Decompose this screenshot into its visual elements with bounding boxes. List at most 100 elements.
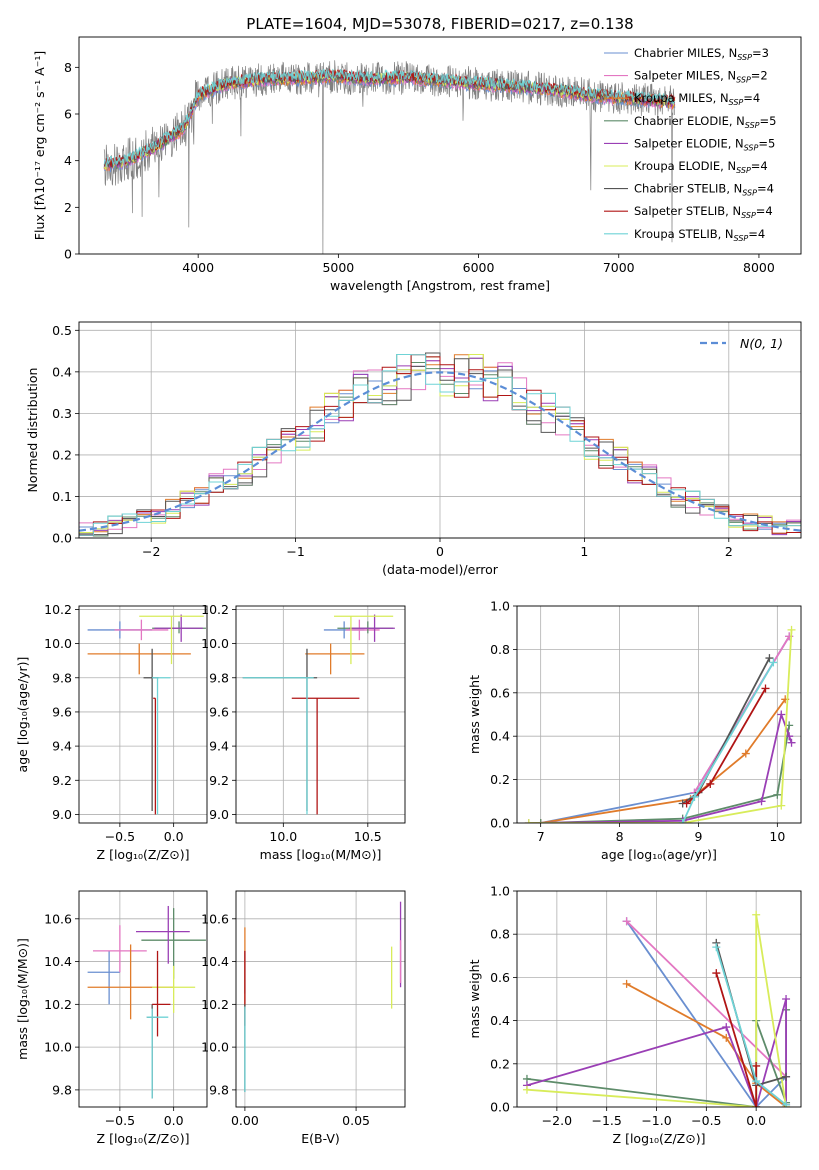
weight-vs-Z-marker xyxy=(712,969,721,978)
legend-label: Salpeter MILES, NSSP=2 xyxy=(634,69,768,85)
age-vs-mass-axes: 10.0 10.5 9.0 9.2 9.4 9.6 9.8 10.0 10.2 mass [log… xyxy=(201,602,406,862)
weight-vs-age-marker xyxy=(777,801,786,810)
weight-vs-Z-xtick-label: −1.5 xyxy=(592,1113,622,1128)
spectrum-data-line xyxy=(103,60,675,254)
weight-vs-Z-marker xyxy=(752,910,761,919)
mass-vs-EBV-ytick-label: 9.8 xyxy=(209,1082,229,1097)
spectrum-ytick-label: 6 xyxy=(64,107,72,122)
weight-vs-Z-xtick-label: 0.0 xyxy=(746,1113,766,1128)
spectrum-plot-area xyxy=(103,60,676,254)
weight-vs-age-ylabel: mass weight xyxy=(467,675,482,754)
age-vs-Z-ytick-label: 9.0 xyxy=(52,807,72,822)
age-vs-Z-xtick-label: −0.5 xyxy=(105,829,135,844)
mass-vs-EBV-xlabel: E(B-V) xyxy=(301,1131,340,1146)
residuals-ytick-label: 0.5 xyxy=(52,323,72,338)
residuals-ytick-label: 0.3 xyxy=(52,406,72,421)
spectrum-model-line xyxy=(103,68,676,168)
age-vs-Z-ytick-label: 10.0 xyxy=(44,636,72,651)
age-vs-Z-ytick-label: 9.8 xyxy=(52,670,72,685)
residual-histogram xyxy=(79,354,801,538)
mass-vs-Z-xtick-label: −0.5 xyxy=(105,1113,135,1128)
spectrum-xtick-label: 5000 xyxy=(322,260,354,275)
age-vs-Z-ylabel: age [log₁₀(age/yr)] xyxy=(15,657,30,773)
mass-vs-Z-ylabel: mass [log₁₀(M/M⊙)] xyxy=(15,938,30,1060)
spectrum-axes: 4000 5000 6000 7000 8000 0 2 4 6 8 wavelength [Ang… xyxy=(32,36,802,293)
age-vs-mass-ytick-label: 9.4 xyxy=(209,739,229,754)
weight-vs-age-series-line xyxy=(540,635,790,823)
spectrum-legend: Chabrier MILES, NSSP=3 Salpeter MILES, NS… xyxy=(604,46,776,243)
weight-vs-Z-ytick-label: 0.8 xyxy=(490,927,510,942)
legend-label: Salpeter ELODIE, NSSP=5 xyxy=(634,136,775,152)
residuals-ytick-label: 0.4 xyxy=(52,364,72,379)
legend-label: Chabrier STELIB, NSSP=4 xyxy=(634,182,774,198)
weight-vs-Z-frame xyxy=(516,890,802,1108)
mass-vs-Z-ytick-label: 10.2 xyxy=(44,997,72,1012)
weight-vs-age-series-line xyxy=(540,725,791,823)
weight-vs-Z-series-line xyxy=(625,920,787,1107)
residuals-xtick-label: 2 xyxy=(725,544,733,559)
legend-label: Chabrier MILES, NSSP=3 xyxy=(634,46,769,62)
spectrum-xtick-label: 4000 xyxy=(182,260,214,275)
weight-vs-age-marker xyxy=(787,738,796,747)
weight-vs-Z-series-line xyxy=(715,972,758,1107)
residuals-ytick-label: 0.2 xyxy=(52,447,72,462)
weight-vs-age-xtick-label: 7 xyxy=(537,829,545,844)
weight-vs-age-axes: 7 8 9 10 0.0 0.2 0.4 0.6 0.8 1.0 age [log₁₀(age/yr… xyxy=(467,599,802,862)
age-vs-Z-xlabel: Z [log₁₀(Z/Z⊙)] xyxy=(97,847,190,862)
legend-label: Kroupa STELIB, NSSP=4 xyxy=(634,227,765,243)
weight-vs-age-marker xyxy=(678,819,687,823)
age-vs-Z-axes: −0.5 0.0 9.0 9.2 9.4 9.6 9.8 10.0 10.2 Z [log₁₀(Z… xyxy=(15,602,208,862)
mass-vs-EBV-xtick-label: 0.05 xyxy=(342,1113,370,1128)
weight-vs-Z-ytick-label: 1.0 xyxy=(490,884,510,899)
mass-vs-Z-ytick-label: 10.6 xyxy=(44,911,72,926)
weight-vs-age-marker xyxy=(682,799,691,808)
weight-vs-age-marker xyxy=(761,684,770,693)
spectrum-model-line xyxy=(103,68,676,168)
legend-label: Kroupa MILES, NSSP=4 xyxy=(634,91,760,107)
weight-vs-age-marker xyxy=(777,710,786,719)
weight-vs-Z-marker xyxy=(752,1061,761,1070)
weight-vs-age-series-line xyxy=(682,657,771,805)
weight-vs-Z-marker xyxy=(722,1023,731,1032)
spectrum-xtick-label: 8000 xyxy=(743,260,775,275)
age-vs-mass-ytick-label: 10.0 xyxy=(201,636,229,651)
residuals-frame xyxy=(78,321,802,539)
gaussian-legend-label: N(0, 1) xyxy=(740,336,783,351)
weight-vs-age-marker xyxy=(741,749,750,758)
residuals-xtick-label: −2 xyxy=(142,544,160,559)
weight-vs-Z-plot-area xyxy=(522,910,791,1107)
spectrum-ytick-label: 2 xyxy=(64,200,72,215)
residuals-plot-area xyxy=(79,352,801,538)
mass-vs-EBV-frame xyxy=(235,890,406,1108)
mass-vs-Z-ytick-label: 10.4 xyxy=(44,954,72,969)
spectrum-model-line xyxy=(104,74,676,173)
mass-vs-Z-ytick-label: 10.0 xyxy=(44,1040,72,1055)
weight-vs-age-marker xyxy=(773,790,782,799)
weight-vs-Z-marker xyxy=(522,1085,531,1094)
spectrum-ytick-label: 4 xyxy=(64,153,72,168)
weight-vs-age-marker xyxy=(765,654,774,663)
residuals-ytick-label: 0.1 xyxy=(52,489,72,504)
weight-vs-Z-ylabel: mass weight xyxy=(467,959,482,1038)
spectrum-xtick-label: 6000 xyxy=(463,260,495,275)
age-vs-mass-ytick-label: 9.2 xyxy=(209,773,229,788)
mass-vs-EBV-ytick-label: 10.2 xyxy=(201,997,229,1012)
weight-vs-age-series-line xyxy=(540,698,786,823)
spectrum-ytick-label: 8 xyxy=(64,60,72,75)
weight-vs-age-ytick-label: 0.8 xyxy=(490,642,510,657)
mass-vs-EBV-ytick-label: 10.4 xyxy=(201,954,229,969)
age-vs-mass-xlabel: mass [log₁₀(M/M⊙)] xyxy=(260,847,382,862)
age-vs-mass-frame xyxy=(235,605,406,824)
weight-vs-age-xtick-label: 8 xyxy=(616,829,624,844)
weight-vs-age-xtick-label: 9 xyxy=(694,829,702,844)
age-vs-Z-ytick-label: 10.2 xyxy=(44,602,72,617)
weight-vs-Z-series-line xyxy=(526,914,787,1107)
weight-vs-age-series-line xyxy=(528,711,793,823)
weight-vs-age-marker xyxy=(757,797,766,806)
age-vs-Z-ytick-label: 9.6 xyxy=(52,704,72,719)
weight-vs-age-marker xyxy=(787,625,796,634)
age-vs-mass-xtick-label: 10.0 xyxy=(269,829,297,844)
residuals-xtick-label: 1 xyxy=(580,544,588,559)
legend-label: Chabrier ELODIE, NSSP=5 xyxy=(634,114,776,130)
